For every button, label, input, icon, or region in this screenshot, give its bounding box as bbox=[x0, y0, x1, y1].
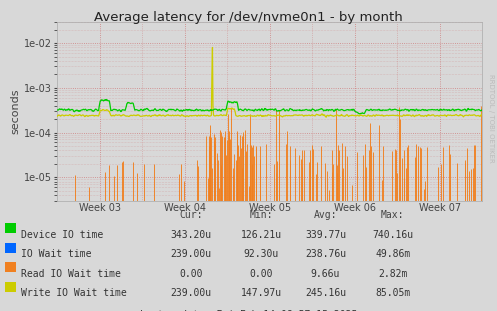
Text: 245.16u: 245.16u bbox=[305, 288, 346, 298]
Text: 147.97u: 147.97u bbox=[241, 288, 281, 298]
Text: 2.82m: 2.82m bbox=[378, 269, 408, 279]
Text: 239.00u: 239.00u bbox=[171, 288, 212, 298]
Text: Cur:: Cur: bbox=[179, 210, 203, 220]
Text: 343.20u: 343.20u bbox=[171, 230, 212, 239]
Text: RRDTOOL / TOBI OETIKER: RRDTOOL / TOBI OETIKER bbox=[488, 74, 494, 163]
Text: Device IO time: Device IO time bbox=[21, 230, 103, 239]
Text: 9.66u: 9.66u bbox=[311, 269, 340, 279]
Text: Read IO Wait time: Read IO Wait time bbox=[21, 269, 121, 279]
Text: 239.00u: 239.00u bbox=[171, 249, 212, 259]
Text: Min:: Min: bbox=[249, 210, 273, 220]
Y-axis label: seconds: seconds bbox=[11, 88, 21, 134]
Text: 85.05m: 85.05m bbox=[375, 288, 410, 298]
Text: Write IO Wait time: Write IO Wait time bbox=[21, 288, 127, 298]
Text: 238.76u: 238.76u bbox=[305, 249, 346, 259]
Text: Max:: Max: bbox=[381, 210, 405, 220]
Text: 0.00: 0.00 bbox=[179, 269, 203, 279]
Text: 339.77u: 339.77u bbox=[305, 230, 346, 239]
Text: 126.21u: 126.21u bbox=[241, 230, 281, 239]
Text: Avg:: Avg: bbox=[314, 210, 337, 220]
Text: Last update: Fri Feb 14 08:57:15 2025: Last update: Fri Feb 14 08:57:15 2025 bbox=[140, 310, 357, 311]
Text: 740.16u: 740.16u bbox=[372, 230, 413, 239]
Text: IO Wait time: IO Wait time bbox=[21, 249, 91, 259]
Text: 92.30u: 92.30u bbox=[244, 249, 278, 259]
Text: 49.86m: 49.86m bbox=[375, 249, 410, 259]
Text: 0.00: 0.00 bbox=[249, 269, 273, 279]
Text: Average latency for /dev/nvme0n1 - by month: Average latency for /dev/nvme0n1 - by mo… bbox=[94, 11, 403, 24]
